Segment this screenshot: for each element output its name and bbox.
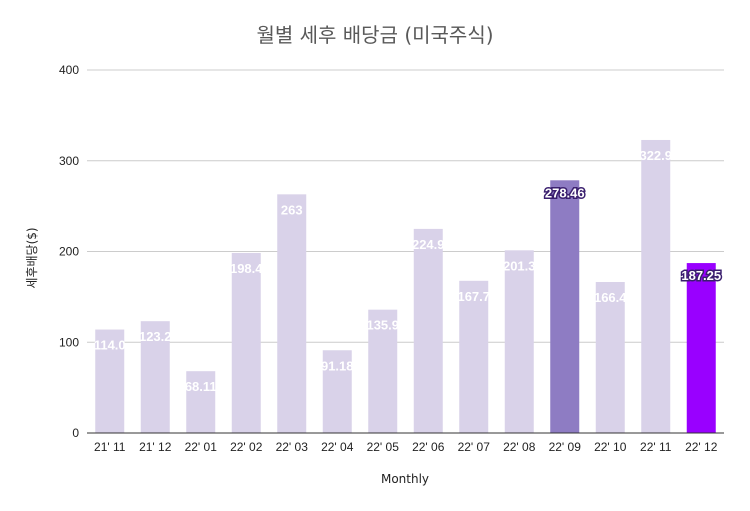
data-label: 114.0 bbox=[94, 338, 126, 353]
x-tick-label: 21' 11 bbox=[94, 440, 126, 454]
bar bbox=[186, 371, 216, 433]
bar bbox=[140, 321, 170, 433]
x-tick-label: 22' 02 bbox=[230, 440, 263, 454]
data-label: 68.11 bbox=[185, 379, 217, 394]
y-tick-label: 400 bbox=[59, 63, 79, 77]
x-tick-label: 22' 12 bbox=[685, 440, 718, 454]
x-tick-label: 22' 05 bbox=[367, 440, 400, 454]
bar bbox=[413, 228, 443, 433]
bar bbox=[231, 252, 261, 433]
bar bbox=[550, 180, 580, 433]
data-label: 91.18 bbox=[321, 358, 354, 373]
y-axis-title: 세후배당($) bbox=[25, 227, 39, 288]
bars bbox=[95, 139, 716, 433]
bar bbox=[459, 280, 489, 433]
bar bbox=[504, 250, 534, 433]
x-tick-label: 21' 12 bbox=[139, 440, 172, 454]
data-label: 187.25 bbox=[681, 268, 721, 283]
x-tick-label: 22' 07 bbox=[458, 440, 491, 454]
x-tick-label: 22' 06 bbox=[412, 440, 445, 454]
x-axis-title: Monthly bbox=[381, 472, 429, 486]
data-labels: 114.0 123.2 68.11 198.4 263 91.18 135.9 224.9 16… bbox=[94, 148, 723, 394]
y-tick-label: 200 bbox=[59, 245, 79, 259]
y-tick-label: 100 bbox=[59, 335, 79, 349]
data-label: 322.9 bbox=[639, 148, 672, 163]
data-label: 201.3 bbox=[503, 258, 536, 273]
bar bbox=[641, 139, 671, 433]
x-axis-ticks: 21' 11 21' 12 22' 01 22' 02 22' 03 22' 04 22' … bbox=[94, 440, 718, 454]
y-tick-label: 300 bbox=[59, 154, 79, 168]
bar bbox=[95, 329, 125, 433]
y-tick-label: 0 bbox=[72, 426, 79, 440]
data-label: 166.4 bbox=[594, 290, 627, 305]
data-label: 167.7 bbox=[457, 289, 490, 304]
y-axis-ticks: 0 100 200 300 400 bbox=[59, 63, 79, 440]
x-tick-label: 22' 10 bbox=[594, 440, 627, 454]
x-tick-label: 22' 11 bbox=[640, 440, 672, 454]
x-tick-label: 22' 08 bbox=[503, 440, 536, 454]
bar bbox=[277, 194, 307, 433]
x-tick-label: 22' 04 bbox=[321, 440, 354, 454]
x-tick-label: 22' 01 bbox=[185, 440, 218, 454]
data-label: 224.9 bbox=[412, 237, 445, 252]
data-label: 198.4 bbox=[230, 261, 263, 276]
x-tick-label: 22' 09 bbox=[549, 440, 582, 454]
x-tick-label: 22' 03 bbox=[276, 440, 309, 454]
bar bbox=[368, 309, 398, 433]
data-label: 123.2 bbox=[139, 329, 172, 344]
bar bbox=[595, 281, 625, 433]
chart-title: 월별 세후 배당금 (미국주식) bbox=[256, 23, 493, 47]
data-label: 263 bbox=[281, 202, 303, 217]
bar bbox=[322, 350, 352, 433]
data-label: 135.9 bbox=[366, 318, 399, 333]
data-label: 278.46 bbox=[545, 185, 585, 200]
bar bbox=[686, 263, 716, 433]
gridlines bbox=[87, 69, 724, 343]
